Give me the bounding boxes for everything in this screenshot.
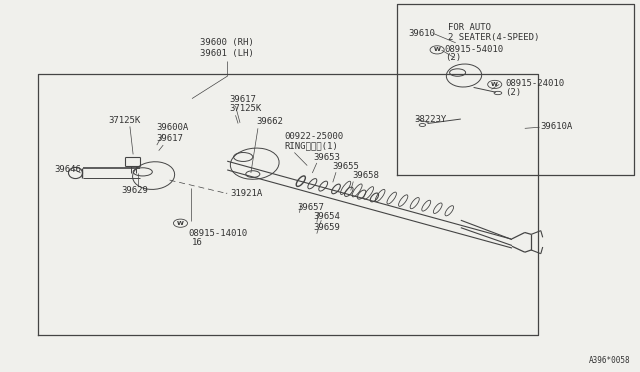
Text: 39646: 39646 xyxy=(54,165,81,174)
Text: 39653: 39653 xyxy=(314,153,340,162)
Text: W: W xyxy=(492,82,498,87)
Text: 39600A: 39600A xyxy=(157,123,189,132)
Text: 37125K: 37125K xyxy=(109,116,141,125)
Text: RINGリング(1): RINGリング(1) xyxy=(285,142,339,151)
Text: 39654: 39654 xyxy=(314,212,340,221)
Text: 39657: 39657 xyxy=(298,203,324,212)
Text: 37125K: 37125K xyxy=(229,105,261,113)
Text: 39610: 39610 xyxy=(408,29,435,38)
Text: 39662: 39662 xyxy=(256,118,283,126)
Text: 38223Y: 38223Y xyxy=(415,115,447,124)
Text: 00922-25000: 00922-25000 xyxy=(285,132,344,141)
Text: 16: 16 xyxy=(192,238,202,247)
Text: 39600 (RH): 39600 (RH) xyxy=(200,38,254,46)
Text: 39658: 39658 xyxy=(352,171,379,180)
Text: 08915-24010: 08915-24010 xyxy=(506,79,564,88)
Text: 08915-14010: 08915-14010 xyxy=(189,229,248,238)
Text: (2): (2) xyxy=(506,89,522,97)
Text: (2): (2) xyxy=(445,53,461,62)
Text: A396*0058: A396*0058 xyxy=(589,356,630,365)
Text: 39617: 39617 xyxy=(157,134,184,143)
Text: 08915-54010: 08915-54010 xyxy=(445,45,504,54)
Text: 39601 (LH): 39601 (LH) xyxy=(200,49,254,58)
Text: W: W xyxy=(177,221,184,226)
Text: 39655: 39655 xyxy=(333,162,360,171)
Text: 39659: 39659 xyxy=(314,224,340,232)
Text: 31921A: 31921A xyxy=(230,189,262,198)
Text: W: W xyxy=(434,47,440,52)
Text: 39629: 39629 xyxy=(121,186,148,195)
Text: FOR AUTO: FOR AUTO xyxy=(448,23,491,32)
Text: 39617: 39617 xyxy=(229,95,256,104)
Text: 39610A: 39610A xyxy=(541,122,573,131)
Text: 2 SEATER(4-SPEED): 2 SEATER(4-SPEED) xyxy=(448,33,540,42)
